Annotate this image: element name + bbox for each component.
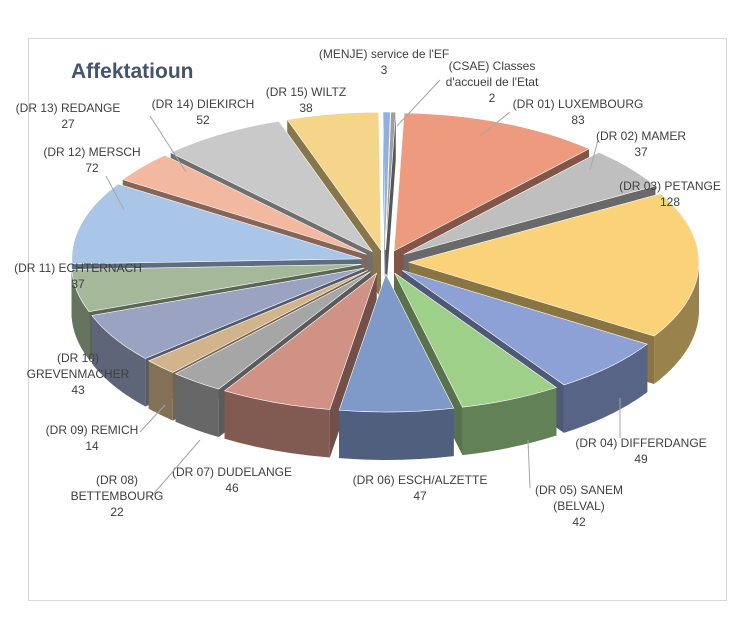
slice-label: (DR 06) ESCH/ALZETTE (353, 473, 488, 487)
pie-slice-side (339, 408, 454, 460)
pie-slice-top (71, 264, 362, 313)
slice-label: (DR 12) MERSCH (43, 145, 140, 159)
slice-value: 38 (299, 101, 313, 115)
leader-line (105, 175, 125, 211)
pie-slice-top (174, 271, 371, 390)
pie-slice (224, 272, 378, 458)
slice-label: (DR 09) REMICH (46, 423, 139, 437)
pie-slice-top (91, 267, 365, 359)
slice-label: (DR 04) DIFFERDANGE (575, 436, 706, 450)
leader-line (527, 439, 531, 489)
pie-slice-top (338, 273, 455, 413)
slice-label: (DR 02) MAMER (596, 129, 686, 143)
pie-slice-side (224, 390, 330, 458)
slice-value: 3 (381, 63, 388, 77)
slice-label: (DR 10) GREVENMACHER (27, 351, 130, 381)
leader-line (149, 439, 201, 499)
slice-label: (DR 05) SANEM (BELVAL) (535, 483, 623, 513)
slice-label: (DR 01) LUXEMBOURG (513, 97, 644, 111)
slice-label: (DR 14) DIEKIRCH (152, 97, 255, 111)
slice-label: (DR 11) ECHTERNACH (14, 261, 142, 275)
pie-slice-side (563, 344, 648, 433)
pie-slice-side (175, 373, 219, 438)
slice-label: (CSAE) Classes d'accueil de l'Etat (446, 59, 539, 89)
slice-value: 128 (660, 195, 680, 209)
slice-label: (MENJE) service de l'EF (319, 47, 449, 61)
slice-value: 2 (489, 91, 496, 105)
pie-slice-side (462, 387, 557, 456)
slice-value: 52 (196, 113, 210, 127)
pie-slice-top (224, 272, 378, 410)
pie-slice-side (654, 262, 699, 385)
pie-slice-side (148, 360, 173, 421)
slice-value: 27 (61, 117, 75, 131)
pie-slice-top (394, 272, 558, 408)
leader-line (396, 79, 441, 127)
pie-slice-side (71, 269, 90, 360)
leader-line (139, 404, 166, 433)
pie-slice-top (286, 111, 382, 252)
slice-value: 83 (571, 113, 585, 127)
slice-value: 72 (85, 161, 99, 175)
slice-label: (DR 15) WILTZ (266, 85, 346, 99)
leader-line (479, 111, 511, 137)
chart-title: Affektatioun (71, 60, 194, 83)
slice-value: 42 (572, 515, 586, 529)
pie-slice-side (91, 315, 146, 407)
pie-slice (385, 111, 397, 299)
slice-value: 37 (71, 277, 85, 291)
slice-value: 22 (110, 505, 124, 519)
leader-line (589, 139, 599, 171)
slice-value: 43 (71, 383, 85, 397)
pie-slice-wall (385, 112, 396, 299)
pie-slice-top (385, 111, 397, 251)
pie-slice-top (393, 112, 590, 252)
slice-label: (DR 13) REDANGE (16, 101, 121, 115)
slice-value: 47 (413, 489, 427, 503)
pie-slice-top (122, 154, 367, 255)
pie-slice-top (148, 270, 368, 373)
slice-value: 46 (225, 481, 239, 495)
leader-line (149, 115, 187, 173)
slice-value: 37 (634, 145, 648, 159)
slice-label: (DR 07) DUDELANGE (172, 465, 292, 479)
slice-value: 14 (85, 439, 99, 453)
slice-label: (DR 08) BETTEMBOURG (71, 473, 164, 503)
pie-slice-top (382, 111, 391, 251)
pie-slice-top (403, 152, 657, 255)
slice-label: (DR 03) PETANGE (619, 179, 721, 193)
pie-slice-top (402, 270, 648, 386)
pie-slice (338, 273, 455, 460)
pie-slice-top (407, 193, 700, 337)
slice-value: 49 (634, 452, 648, 466)
